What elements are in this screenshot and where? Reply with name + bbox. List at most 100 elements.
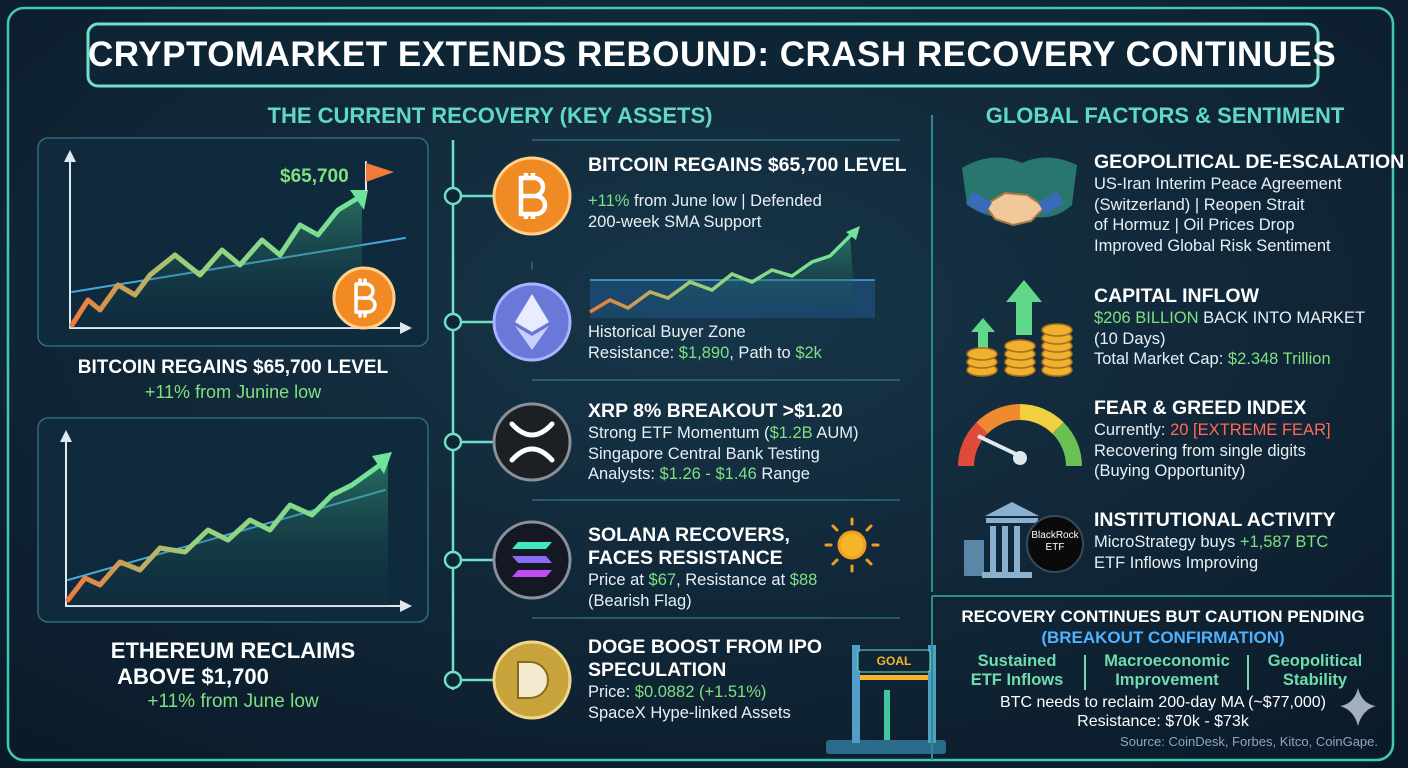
factor-title: CAPITAL INFLOW [1094, 285, 1260, 307]
text-line: of Hormuz | Oil Prices Drop [1094, 216, 1295, 234]
goal-post-part [860, 675, 928, 680]
text-line: (Buying Opportunity) [1094, 462, 1246, 480]
text-line: Singapore Central Bank Testing [588, 444, 820, 463]
text-line: US-Iran Interim Peace Agreement [1094, 175, 1342, 193]
ethereum-mini-chart-part [846, 226, 860, 240]
bitcoin-chart-art [64, 150, 412, 334]
caption-line: ABOVE $1,700 [117, 664, 269, 689]
text-line: Improved Global Risk Sentiment [1094, 236, 1331, 255]
factor: GEOPOLITICAL DE-ESCALATION US-Iran Interi… [1094, 151, 1404, 256]
bank-icon-part [985, 502, 1039, 516]
asset: XRP 8% BREAKOUT >$1.20 Strong ETF Momentu… [588, 400, 859, 485]
capital-inflow-icon-part [1006, 280, 1042, 335]
text-line: Recovering from single digits [1094, 441, 1306, 460]
ethereum-coin-part [515, 326, 549, 350]
fear-greed-gauge-part [1019, 404, 1064, 434]
sun-icon-part [837, 530, 867, 560]
main-title: CRYPTOMARKET EXTENDS REBOUND: CRASH RECO… [88, 35, 1337, 74]
bitcoin-chart-art-part [72, 195, 362, 328]
text-segment: BACK INTO MARKET [1198, 309, 1366, 327]
asset: SOLANA RECOVERS, FACES RESISTANCE Price at… [588, 524, 817, 611]
bitcoin-sub: +11% from Junine low [144, 382, 322, 402]
goal-post-part [884, 690, 890, 740]
sun-icon [824, 517, 880, 573]
asset-title: SPECULATION [588, 659, 727, 681]
text-line: Strong ETF Momentum ($1.2B AUM) [588, 423, 859, 444]
text-segment: Total Market Cap: [1094, 350, 1228, 368]
text-line: Price: $0.0882 (+1.51%) [588, 682, 822, 703]
text-line: (Switzerland) | Reopen Strait [1094, 195, 1305, 214]
text-segment: Price at [588, 571, 649, 589]
text-segment: $2k [795, 343, 822, 362]
goal-post-part [852, 645, 860, 743]
capital-inflow-icon-part-part [1004, 339, 1036, 353]
capital-inflow-icon-part-part [1041, 323, 1073, 337]
goal-post-part [826, 740, 946, 754]
bank-icon-part [1014, 526, 1020, 572]
text-segment: Strong ETF Momentum ( [588, 424, 770, 442]
text-line: (Bearish Flag) [588, 591, 692, 610]
background-art-part [86, 22, 1320, 88]
text-segment: Range [756, 465, 810, 483]
asset-title: DOGE BOOST FROM IPO [588, 636, 823, 658]
solana-coin-part [512, 556, 552, 563]
text-segment: 20 [EXTREME FEAR] [1170, 421, 1331, 439]
sun-icon-part [824, 517, 880, 573]
text-line: SpaceX Hype-linked Assets [588, 703, 791, 722]
bank-icon-part [1026, 515, 1084, 573]
text-segment: $206 BILLION [1094, 309, 1199, 327]
caption-line: ETHEREUM RECLAIMS [110, 638, 356, 663]
ethereum-mini-chart-part [589, 232, 854, 314]
text-line: Price at $67, Resistance at $88 [588, 570, 817, 591]
text-line: $206 BILLION BACK INTO MARKET [1094, 308, 1365, 329]
text-segment: +1,587 BTC [1239, 533, 1329, 551]
solana-coin-part [512, 570, 552, 577]
asset-title: BITCOIN REGAINS $65,700 LEVEL [588, 154, 907, 176]
text-segment: $67 [648, 571, 677, 589]
factor: FEAR & GREED INDEX Currently: 20 [EXTREME… [1094, 397, 1331, 482]
bitcoin-chart-art-part [350, 190, 368, 210]
outlook-line: Resistance: $70k - $73k [1077, 713, 1249, 730]
ethereum-mini-chart [589, 226, 875, 318]
left-heading: THE CURRENT RECOVERY (KEY ASSETS) [267, 103, 713, 128]
bitcoin-chart-art-part [69, 195, 361, 328]
text-line: Historical Buyer Zone [588, 323, 746, 341]
bank-icon-part [982, 572, 1032, 578]
text-segment: AUM) [812, 424, 859, 442]
ethereum-coin-part [515, 294, 549, 332]
outlook-heading: RECOVERY CONTINUES BUT CAUTION PENDING [961, 607, 1365, 626]
text-line: +11% from June low | Defended [588, 191, 907, 212]
column-line: Sustained [977, 652, 1057, 670]
text-segment: Currently: [1094, 421, 1171, 439]
text-segment: $1.2B [769, 424, 813, 442]
doge-coin-part [517, 661, 549, 699]
xrp-coin-part [492, 402, 572, 482]
text-segment: Resistance: [588, 343, 679, 362]
text-line: MicroStrategy buys +1,587 BTC [1094, 532, 1336, 553]
text-line: Resistance: $1,890, Path to $2k [588, 343, 822, 364]
goal-label: GOAL [876, 654, 912, 668]
text-segment: MicroStrategy buys [1094, 533, 1240, 551]
fear-greed-gauge-part [977, 434, 1021, 458]
text-line: Total Market Cap: $2.348 Trillion [1094, 349, 1365, 370]
text-segment: +11% [588, 192, 630, 210]
doge-coin [492, 640, 572, 720]
text-line: ETF Inflows Improving [1094, 553, 1259, 572]
right-heading: GLOBAL FACTORS & SENTIMENT [985, 103, 1345, 128]
column-line: Improvement [1115, 671, 1219, 689]
xrp-coin [492, 402, 572, 482]
bitcoin-coin-part [518, 173, 548, 219]
text-line: Analysts: $1.26 - $1.46 Range [588, 464, 859, 485]
bitcoin-chart-art-part [354, 278, 377, 318]
timeline-part [443, 312, 463, 332]
flag-label: $65,700 [280, 166, 349, 187]
asset: DOGE BOOST FROM IPO SPECULATION Price: $0.… [588, 636, 822, 723]
solana-coin [492, 520, 572, 600]
text-segment: $88 [789, 571, 818, 589]
fear-greed-gauge-part [1013, 451, 1027, 465]
badge-line: BlackRock [1031, 530, 1079, 541]
handshake-icon [962, 157, 1077, 227]
